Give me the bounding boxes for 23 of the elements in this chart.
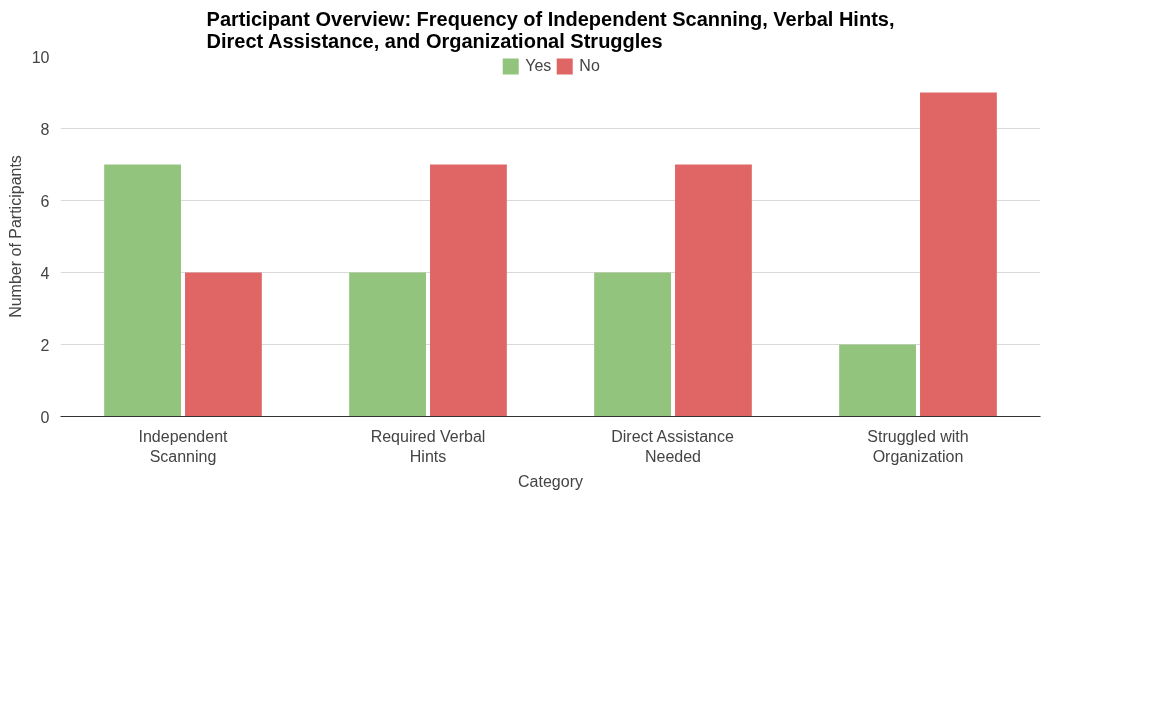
y-tick-label: 6 — [40, 192, 50, 210]
bar — [104, 164, 181, 417]
x-tick-label: Struggled with Organization — [867, 427, 969, 465]
y-tick-label: 10 — [31, 48, 50, 66]
bar — [920, 92, 997, 417]
y-tick-label: 2 — [40, 336, 50, 354]
bar — [594, 272, 671, 417]
y-axis-title: Number of Participants — [6, 155, 24, 318]
x-tick-label: Required Verbal Hints — [370, 427, 486, 465]
y-tick-label: 0 — [40, 408, 50, 426]
chart-title: Participant Overview: Frequency of Independent Scanning, Verbal Hints, Direct Assistance, and Organizational Struggles — [206, 7, 895, 52]
bar — [675, 164, 752, 417]
x-tick-label: Direct Assistance Needed — [611, 427, 735, 465]
bar — [839, 344, 916, 417]
bar — [349, 272, 426, 417]
y-tick-label: 8 — [40, 120, 50, 138]
bar — [430, 164, 507, 417]
legend-label: Yes — [525, 57, 552, 75]
bar — [185, 272, 262, 417]
x-axis-title: Category — [518, 472, 583, 490]
y-tick-label: 4 — [40, 264, 50, 282]
legend-label: No — [579, 57, 600, 75]
x-tick-label: Independent Scanning — [138, 427, 229, 465]
